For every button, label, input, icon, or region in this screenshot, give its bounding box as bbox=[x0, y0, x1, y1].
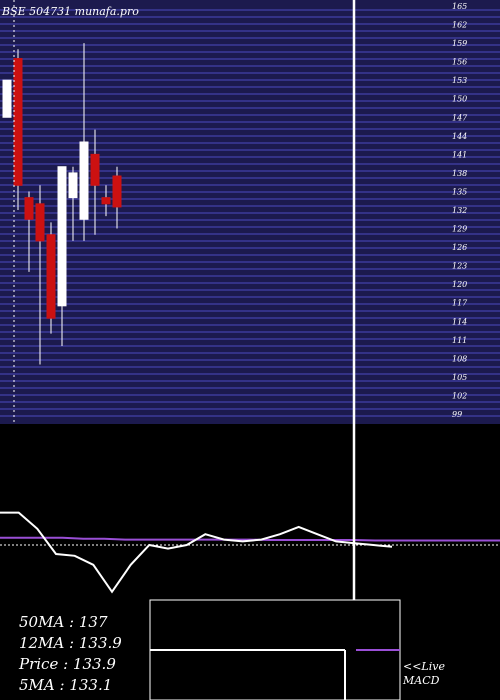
y-tick-label: 99 bbox=[452, 410, 462, 419]
bearish-candle bbox=[101, 197, 111, 205]
bearish-candle bbox=[24, 197, 34, 220]
y-tick-label: 120 bbox=[452, 280, 467, 289]
y-tick-label: 147 bbox=[452, 113, 468, 122]
y-tick-label: 132 bbox=[452, 206, 467, 215]
y-tick-label: 126 bbox=[452, 243, 467, 252]
bullish-candle bbox=[79, 141, 89, 220]
legend-ma50: 50MA : 137 bbox=[19, 613, 108, 631]
bullish-candle bbox=[2, 79, 12, 118]
y-tick-label: 153 bbox=[452, 76, 467, 85]
y-tick-label: 114 bbox=[452, 317, 467, 326]
legend-price: Price : 133.9 bbox=[18, 655, 116, 673]
macd-live-label: <<Live bbox=[403, 660, 445, 673]
legend-ma12: 12MA : 133.9 bbox=[19, 634, 122, 652]
chart-title: BSE 504731 munafa.pro bbox=[1, 5, 139, 18]
bullish-candle bbox=[57, 166, 67, 307]
bearish-candle bbox=[13, 58, 23, 186]
y-tick-label: 135 bbox=[452, 187, 467, 196]
y-axis-ticks: 165 162 159 156 153 150 147 144 141 138 135 132 129 1… bbox=[452, 2, 468, 419]
y-tick-label: 156 bbox=[452, 58, 467, 67]
macd-panel bbox=[0, 511, 500, 594]
y-tick-label: 138 bbox=[452, 169, 467, 178]
macd-signal-line bbox=[0, 536, 500, 542]
macd-line bbox=[0, 511, 393, 594]
y-tick-label: 159 bbox=[452, 39, 467, 48]
y-tick-label: 141 bbox=[452, 150, 467, 159]
y-tick-label: 144 bbox=[452, 132, 467, 141]
y-tick-label: 111 bbox=[452, 336, 467, 345]
y-tick-label: 129 bbox=[452, 225, 467, 234]
y-tick-label: 117 bbox=[452, 299, 468, 308]
y-tick-label: 150 bbox=[452, 95, 467, 104]
legend-ma5: 5MA : 133.1 bbox=[19, 676, 112, 694]
bearish-candle bbox=[112, 175, 122, 208]
y-tick-label: 123 bbox=[452, 262, 467, 271]
price-grid bbox=[0, 9, 500, 417]
bearish-candle bbox=[35, 203, 45, 242]
y-tick-label: 162 bbox=[452, 21, 467, 30]
candles bbox=[2, 43, 122, 365]
y-tick-label: 165 bbox=[452, 2, 467, 11]
bearish-candle bbox=[46, 234, 56, 319]
macd-label: MACD bbox=[402, 674, 440, 687]
bullish-candle bbox=[68, 172, 78, 199]
y-tick-label: 108 bbox=[452, 354, 467, 363]
bearish-candle bbox=[90, 153, 100, 186]
y-tick-label: 102 bbox=[452, 391, 467, 400]
y-tick-label: 105 bbox=[452, 373, 467, 382]
